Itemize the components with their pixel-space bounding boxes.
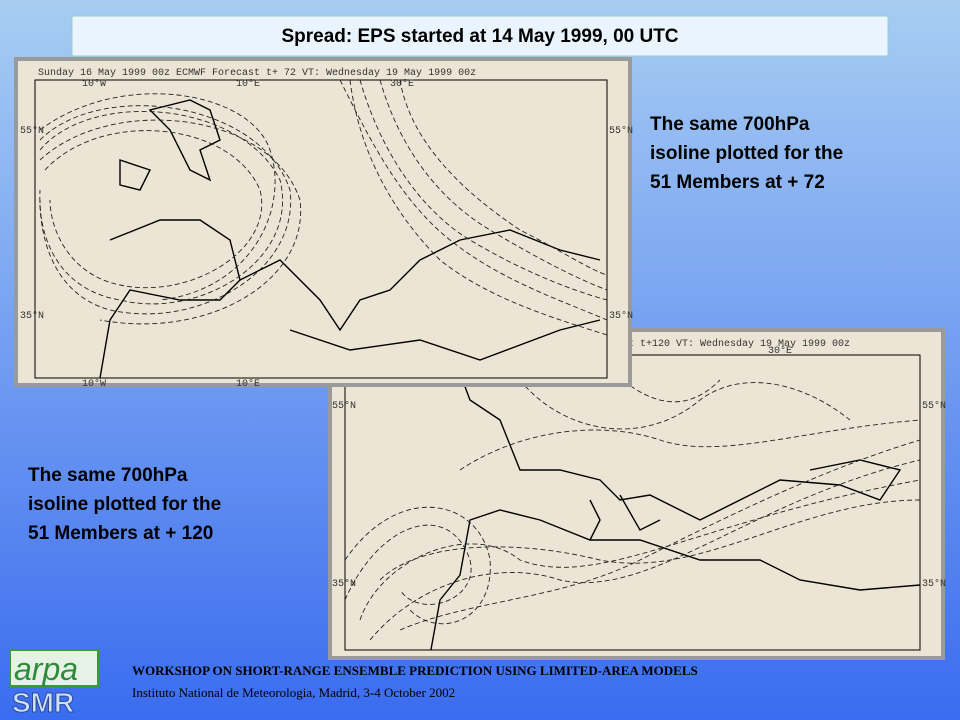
- map-120: st t+120 VT: Wednesday 19 May 1999 00z 5…: [328, 328, 946, 660]
- map-header: st t+120 VT: Wednesday 19 May 1999 00z: [622, 338, 850, 350]
- logo-box: [9, 649, 99, 687]
- footer-line: WORKSHOP ON SHORT-RANGE ENSEMBLE PREDICT…: [132, 663, 698, 678]
- caption-line: 51 Members at + 72: [650, 172, 825, 193]
- map-paper: [18, 61, 628, 383]
- logo-bottom: SMR: [12, 687, 74, 718]
- title-box: [71, 15, 889, 57]
- lat-label: 55°N: [20, 125, 44, 137]
- lat-label: 55°N: [922, 400, 946, 412]
- lon-label: 30°E: [768, 345, 792, 357]
- lon-label: 30°E: [390, 78, 414, 90]
- caption-line: The same 700hPa: [650, 114, 810, 135]
- isolines: [39, 80, 607, 378]
- caption-line: The same 700hPa: [28, 465, 188, 486]
- lon-label: 10°W: [82, 78, 106, 90]
- isolines: [345, 359, 920, 650]
- logo: arpa SMR: [9, 649, 99, 719]
- logo-top: arpa: [14, 651, 78, 687]
- lat-label: 55°N: [609, 125, 633, 137]
- lat-label: 35°N: [922, 578, 946, 590]
- title: Spread: EPS started at 14 May 1999, 00 U…: [281, 26, 678, 47]
- lat-label: 55°N: [332, 400, 356, 412]
- lat-label: 35°N: [609, 310, 633, 322]
- lat-label: 35°N: [332, 578, 356, 590]
- caption-line: isoline plotted for the: [28, 494, 221, 515]
- caption-line: isoline plotted for the: [650, 143, 843, 164]
- map-header: Sunday 16 May 1999 00z ECMWF Forecast t+…: [38, 67, 476, 79]
- lon-label: 10°W: [82, 378, 106, 390]
- lon-label: 10°E: [236, 378, 260, 390]
- caption-120: The same 700hPa isoline plotted for the …: [28, 465, 221, 544]
- caption-line: 51 Members at + 120: [28, 523, 213, 544]
- lon-label: 10°E: [236, 78, 260, 90]
- footer-line: Instituto National de Meteorologia, Madr…: [132, 685, 455, 700]
- map-border: [344, 354, 921, 651]
- lat-label: 35°N: [20, 310, 44, 322]
- map-72: Sunday 16 May 1999 00z ECMWF Forecast t+…: [14, 57, 633, 390]
- map-border: [34, 79, 608, 379]
- caption-72: The same 700hPa isoline plotted for the …: [650, 114, 843, 193]
